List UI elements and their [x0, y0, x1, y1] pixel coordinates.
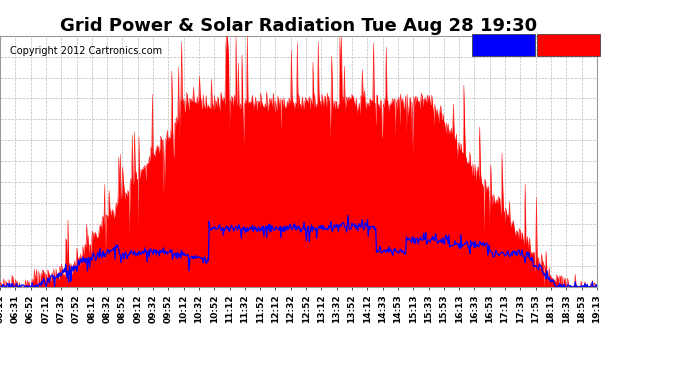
Title: Grid Power & Solar Radiation Tue Aug 28 19:30: Grid Power & Solar Radiation Tue Aug 28 …	[60, 18, 537, 36]
Text: Radiation (w/m2): Radiation (w/m2)	[463, 40, 544, 49]
Text: Grid (AC Watts): Grid (AC Watts)	[531, 40, 606, 49]
Text: Copyright 2012 Cartronics.com: Copyright 2012 Cartronics.com	[10, 46, 162, 56]
